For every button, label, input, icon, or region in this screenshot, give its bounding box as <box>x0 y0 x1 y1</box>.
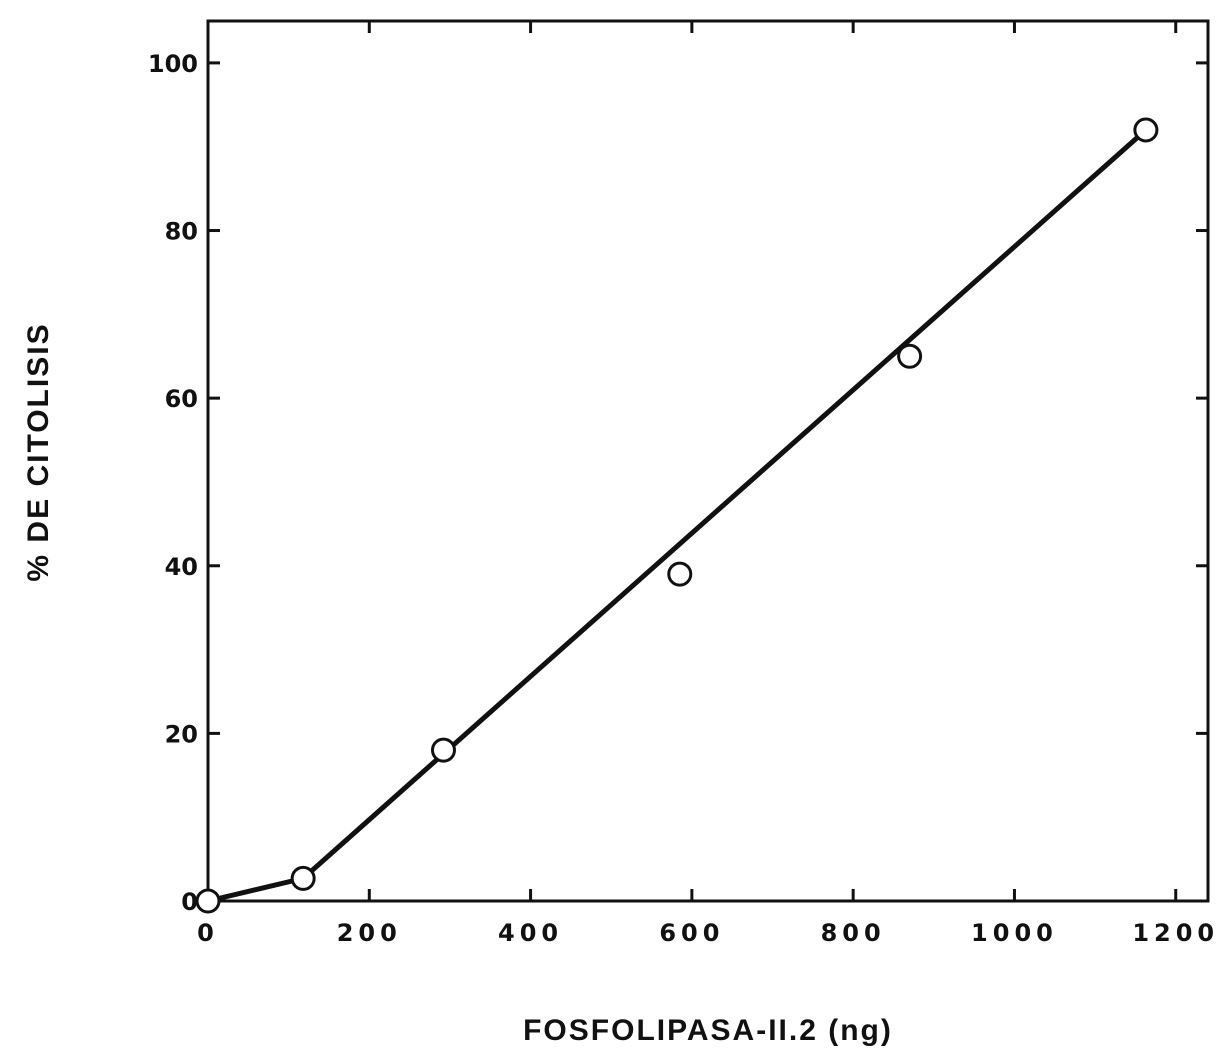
y-tick-label: 80 <box>165 218 198 246</box>
x-axis-ticks: 0 200 400 600 800 1000 1200 <box>197 21 1216 947</box>
data-point <box>897 343 923 369</box>
x-tick-label: 600 <box>659 919 724 947</box>
data-point <box>195 888 221 914</box>
y-tick-label: 40 <box>165 553 198 581</box>
x-tick-label: 1200 <box>1132 919 1216 947</box>
y-tick-label: 20 <box>165 720 198 748</box>
data-point <box>667 561 693 587</box>
plot-frame <box>206 19 1210 903</box>
y-tick-label: 0 <box>181 888 198 916</box>
y-tick-label: 60 <box>165 385 198 413</box>
y-axis-title: % DE CITOLISIS <box>22 322 55 581</box>
x-tick-label: 0 <box>197 919 219 947</box>
y-axis-ticks: 0 20 40 60 80 100 <box>148 50 1208 916</box>
x-tick-label: 1000 <box>971 919 1058 947</box>
y-tick-label: 100 <box>148 50 198 78</box>
x-tick-label: 800 <box>821 919 886 947</box>
data-point <box>290 865 316 891</box>
data-point <box>1133 117 1159 143</box>
x-tick-label: 200 <box>337 919 402 947</box>
fit-line-group <box>205 127 1149 904</box>
data-points <box>195 117 1159 914</box>
data-point <box>430 737 456 763</box>
x-tick-label: 400 <box>498 919 563 947</box>
x-axis-title: FOSFOLIPASA-II.2 (ng) <box>523 1014 893 1047</box>
fit-line <box>205 127 1149 904</box>
